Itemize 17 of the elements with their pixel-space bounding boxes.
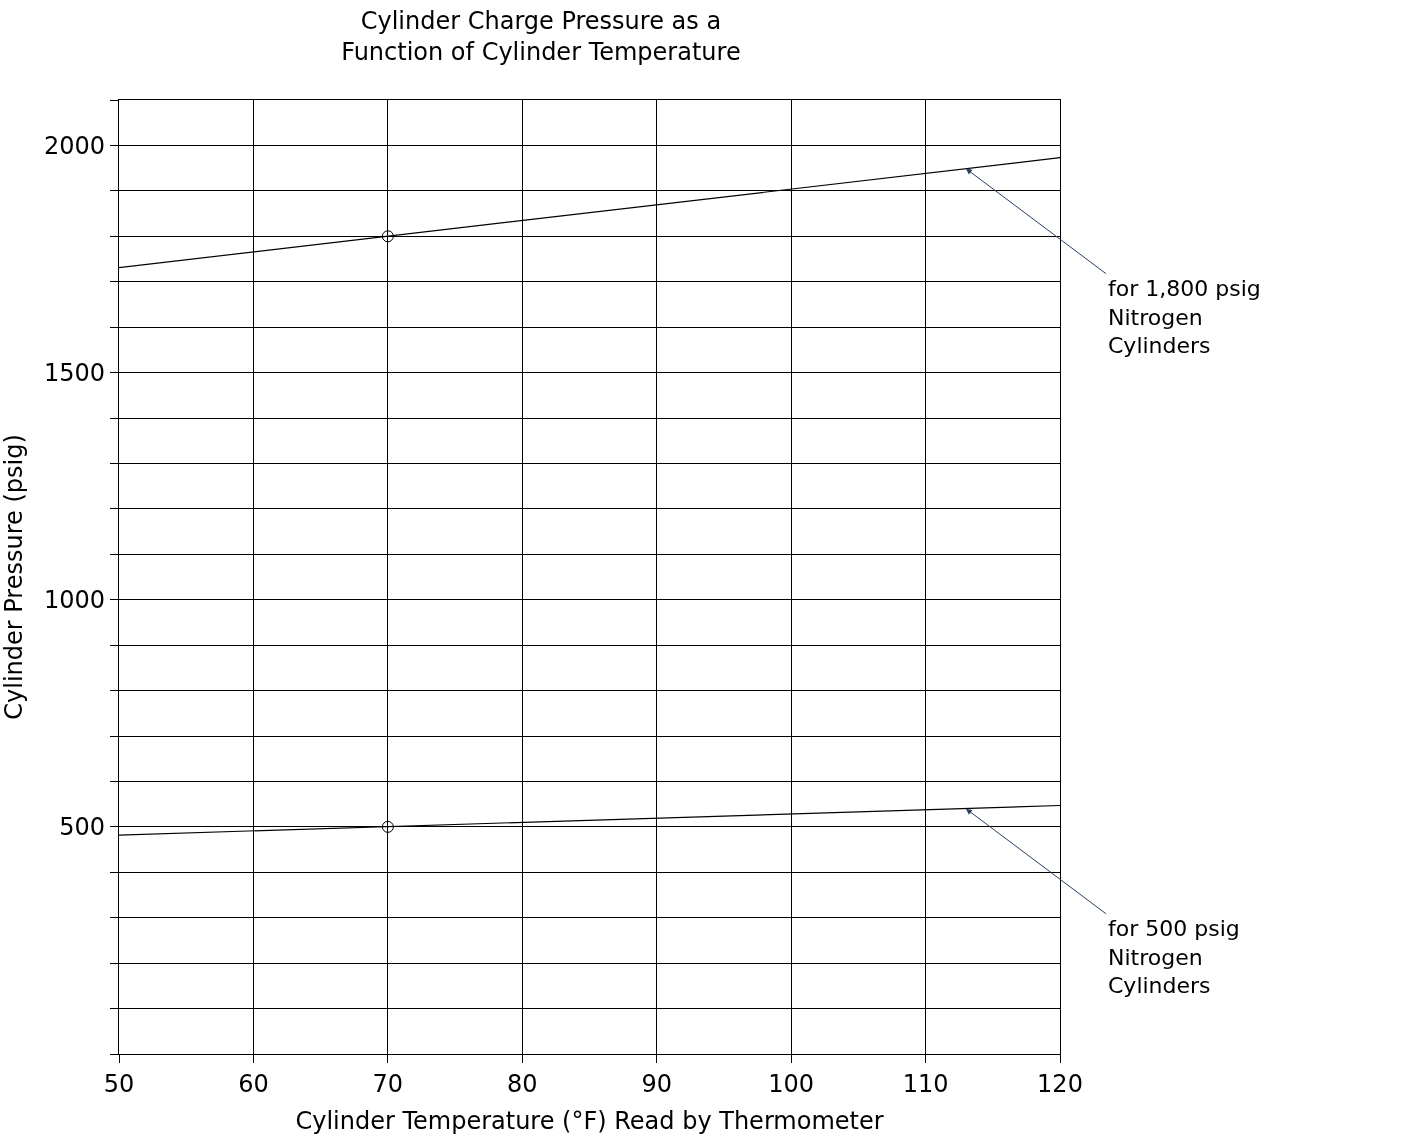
y-tick-label: 500 — [59, 813, 106, 842]
annotation: for 500 psig Nitrogen Cylinders — [1108, 916, 1240, 999]
x-tick-label: 70 — [372, 1069, 404, 1098]
y-tick-label: 1500 — [44, 358, 106, 387]
y-axis-title: Cylinder Pressure (psig) — [0, 434, 28, 720]
annotation: for 1,800 psig Nitrogen Cylinders — [1108, 276, 1261, 359]
chart-title: Cylinder Charge Pressure as a Function of Cylinder Temperature — [341, 6, 741, 66]
x-tick-label: 100 — [768, 1069, 815, 1098]
x-tick-label: 120 — [1037, 1069, 1083, 1098]
y-tick-label: 2000 — [44, 131, 106, 160]
x-tick-label: 60 — [238, 1069, 269, 1098]
x-tick-label: 50 — [103, 1069, 135, 1098]
y-tick-label: 1000 — [44, 586, 106, 615]
x-axis-title: Cylinder Temperature (°F) Read by Thermometer — [295, 1107, 884, 1136]
x-tick-label: 90 — [641, 1069, 672, 1098]
x-tick-label: 80 — [507, 1069, 538, 1098]
x-tick-label: 110 — [902, 1069, 949, 1098]
